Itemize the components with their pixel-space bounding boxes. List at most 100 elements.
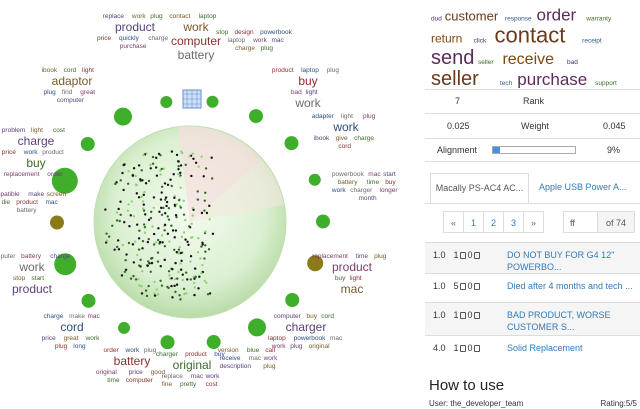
page-button[interactable]: » bbox=[523, 211, 544, 233]
cloud-word: powerbook bbox=[332, 171, 365, 178]
point bbox=[179, 171, 182, 175]
cloud-word: click bbox=[474, 38, 487, 45]
tab[interactable]: Macally PS-AC4 AC... bbox=[430, 173, 529, 204]
point bbox=[193, 277, 196, 280]
thumb-down bbox=[473, 252, 480, 259]
cloud-word: work bbox=[125, 347, 140, 354]
downvotes: 0 bbox=[467, 281, 473, 291]
point bbox=[123, 270, 127, 273]
point bbox=[162, 206, 165, 210]
cloud-word: longer bbox=[380, 187, 399, 194]
point bbox=[143, 190, 146, 194]
point bbox=[119, 213, 122, 217]
point bbox=[182, 287, 186, 291]
point bbox=[144, 289, 148, 292]
point bbox=[182, 231, 186, 234]
point bbox=[179, 262, 182, 265]
point bbox=[211, 232, 215, 236]
cloud-word: ibook bbox=[42, 67, 58, 74]
point bbox=[189, 278, 193, 281]
user: User: the_developer_team bbox=[429, 399, 524, 408]
point bbox=[179, 298, 182, 301]
downvotes: 0 bbox=[467, 343, 473, 353]
point bbox=[142, 223, 146, 226]
point bbox=[159, 206, 163, 210]
point bbox=[166, 232, 170, 236]
point bbox=[200, 245, 203, 248]
point bbox=[174, 229, 178, 232]
review-link[interactable]: Died after 4 months and tech ... bbox=[507, 281, 633, 291]
downvotes: 0 bbox=[467, 310, 473, 320]
point bbox=[135, 223, 139, 226]
page-button[interactable]: 2 bbox=[483, 211, 504, 233]
review-link[interactable]: Solid Replacement bbox=[507, 343, 583, 353]
tab[interactable]: Apple USB Power A... bbox=[539, 182, 627, 192]
point bbox=[147, 237, 150, 241]
point bbox=[166, 215, 169, 218]
cloud-word: support bbox=[595, 80, 617, 87]
point bbox=[164, 198, 167, 201]
point bbox=[205, 281, 208, 284]
point bbox=[179, 206, 182, 209]
point bbox=[197, 287, 200, 290]
cloud-word: time bbox=[107, 377, 120, 384]
point bbox=[114, 182, 117, 186]
point bbox=[177, 172, 180, 176]
page-button[interactable]: 1 bbox=[463, 211, 484, 233]
node bbox=[80, 137, 95, 152]
point bbox=[159, 169, 162, 172]
ring bbox=[50, 95, 330, 350]
cloud-key: product bbox=[115, 20, 156, 34]
point bbox=[148, 262, 151, 265]
point bbox=[177, 251, 181, 254]
page-input[interactable]: ff bbox=[563, 211, 598, 233]
point bbox=[126, 209, 130, 212]
point bbox=[123, 220, 126, 224]
cloud-key: cord bbox=[60, 320, 83, 334]
point bbox=[174, 277, 177, 281]
point bbox=[163, 223, 167, 227]
point bbox=[172, 173, 175, 176]
stat-label: Weight bbox=[521, 121, 549, 131]
point bbox=[140, 169, 143, 172]
page-button[interactable]: 3 bbox=[503, 211, 524, 233]
review-rating: 4.0 bbox=[433, 343, 446, 353]
cloud-word: product bbox=[185, 351, 207, 358]
cloud-word: original bbox=[96, 369, 118, 376]
review-link[interactable]: DO NOT BUY FOR G4 12" POWERBO... bbox=[507, 250, 615, 272]
point bbox=[203, 199, 206, 202]
point bbox=[164, 196, 168, 199]
point bbox=[149, 270, 152, 273]
point bbox=[146, 240, 150, 244]
point bbox=[181, 278, 185, 282]
point bbox=[173, 248, 176, 251]
review-link[interactable]: BAD PRODUCT, WORSE CUSTOMER S... bbox=[507, 310, 611, 332]
point bbox=[191, 206, 194, 210]
point bbox=[149, 216, 153, 220]
point bbox=[190, 222, 193, 226]
review-row: 4.0 1 0 Solid Replacement bbox=[425, 335, 640, 358]
point bbox=[173, 203, 177, 207]
point bbox=[175, 251, 179, 254]
cloud-key: computer bbox=[171, 34, 221, 48]
point bbox=[194, 161, 198, 164]
point bbox=[189, 260, 192, 263]
point bbox=[118, 219, 121, 223]
point bbox=[203, 209, 206, 212]
cloud-word: light bbox=[341, 113, 353, 120]
cloud-word: replacement bbox=[312, 253, 348, 260]
node bbox=[284, 136, 299, 151]
cloud-word: blue bbox=[247, 347, 260, 354]
point bbox=[210, 177, 214, 180]
cloud-key: original bbox=[173, 358, 212, 372]
point bbox=[184, 238, 187, 241]
points bbox=[104, 150, 215, 301]
point bbox=[147, 179, 151, 183]
point bbox=[155, 174, 159, 177]
page-button[interactable]: « bbox=[443, 211, 464, 233]
point bbox=[142, 207, 145, 210]
point bbox=[193, 293, 196, 297]
point bbox=[132, 274, 135, 278]
stat-label: Rank bbox=[523, 96, 545, 106]
point bbox=[175, 283, 179, 286]
